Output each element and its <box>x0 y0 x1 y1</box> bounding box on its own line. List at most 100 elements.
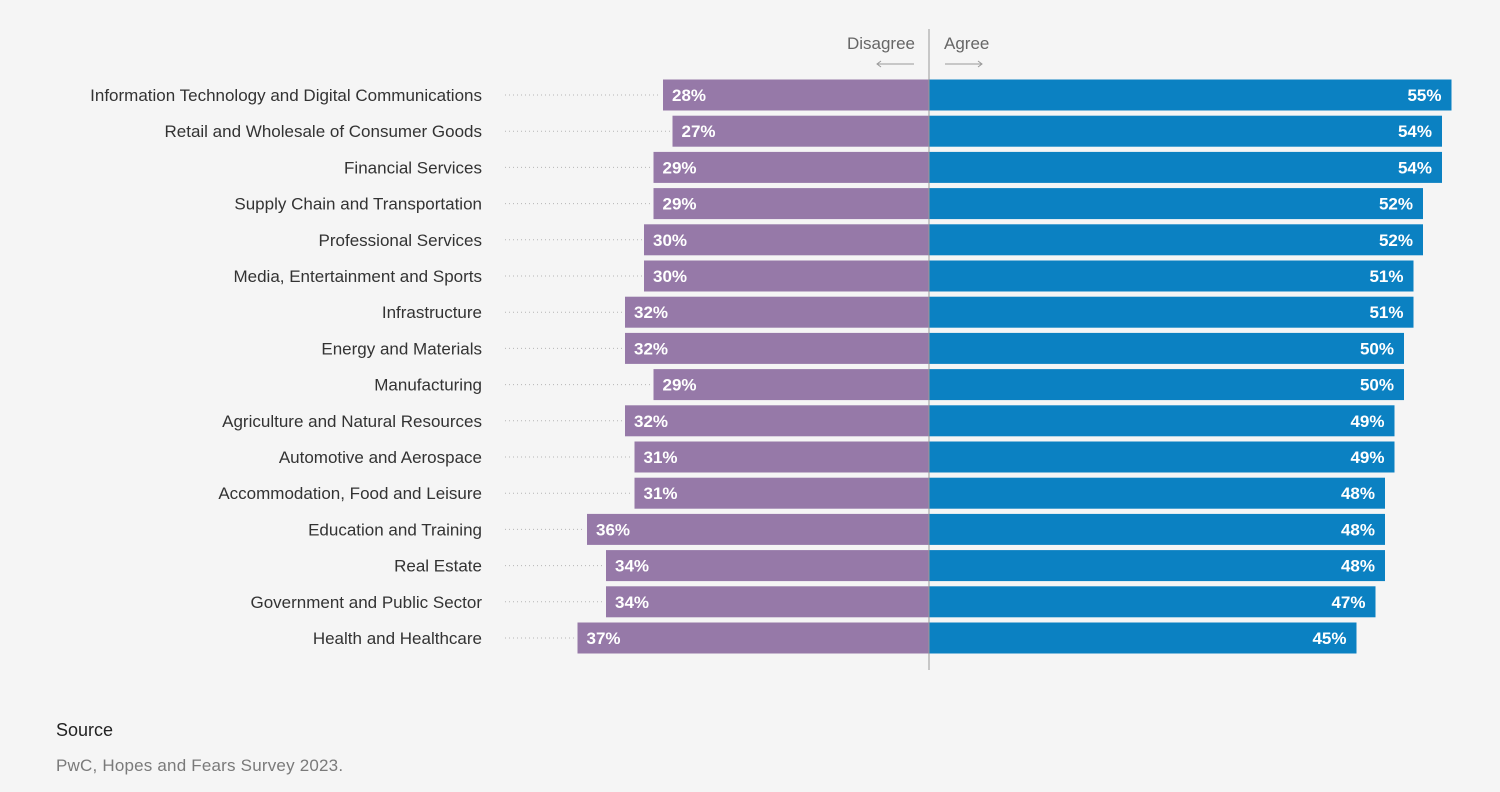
disagree-direction-label: Disagree <box>847 34 915 53</box>
disagree-bar <box>634 441 929 473</box>
agree-value-label: 50% <box>1360 339 1394 358</box>
chart-row: Financial Services 29% 54% <box>344 151 1442 183</box>
disagree-bar <box>653 369 929 401</box>
category-label: Agriculture and Natural Resources <box>222 412 482 431</box>
disagree-arrow-head <box>876 60 882 68</box>
agree-value-label: 55% <box>1407 86 1441 105</box>
chart-row: Supply Chain and Transportation 29% 52% <box>234 188 1423 220</box>
disagree-value-label: 29% <box>663 376 697 395</box>
agree-bar <box>929 188 1423 220</box>
agree-bar <box>929 622 1357 654</box>
chart-row: Infrastructure 32% 51% <box>382 296 1414 328</box>
disagree-value-label: 31% <box>644 448 678 467</box>
disagree-bar <box>672 115 929 147</box>
agree-bar <box>929 332 1404 364</box>
chart-row: Education and Training 36% 48% <box>308 513 1385 545</box>
agree-value-label: 49% <box>1350 448 1384 467</box>
category-label: Infrastructure <box>382 303 482 322</box>
agree-value-label: 48% <box>1341 557 1375 576</box>
category-label: Energy and Materials <box>321 339 482 358</box>
agree-bar <box>929 586 1376 618</box>
agree-value-label: 48% <box>1341 484 1375 503</box>
disagree-value-label: 31% <box>644 484 678 503</box>
agree-bar <box>929 151 1442 183</box>
disagree-value-label: 30% <box>653 267 687 286</box>
agree-value-label: 54% <box>1398 158 1432 177</box>
category-label: Media, Entertainment and Sports <box>233 267 482 286</box>
category-label: Education and Training <box>308 520 482 539</box>
agree-value-label: 49% <box>1350 412 1384 431</box>
chart-row: Accommodation, Food and Leisure 31% 48% <box>218 477 1385 509</box>
category-label: Government and Public Sector <box>250 593 482 612</box>
disagree-bar <box>587 513 929 545</box>
agree-value-label: 45% <box>1312 629 1346 648</box>
agree-value-label: 52% <box>1379 195 1413 214</box>
chart-row: Retail and Wholesale of Consumer Goods 27… <box>165 115 1442 147</box>
disagree-value-label: 34% <box>615 593 649 612</box>
agree-bar <box>929 405 1395 437</box>
disagree-bar <box>625 405 929 437</box>
disagree-bar <box>644 224 929 256</box>
agree-bar <box>929 477 1385 509</box>
source-text: PwC, Hopes and Fears Survey 2023. <box>56 756 344 775</box>
disagree-value-label: 36% <box>596 520 630 539</box>
disagree-value-label: 27% <box>682 122 716 141</box>
agree-bar <box>929 79 1452 111</box>
category-label: Health and Healthcare <box>313 629 482 648</box>
agree-bar <box>929 369 1404 401</box>
chart-row: Professional Services 30% 52% <box>319 224 1423 256</box>
chart-row: Government and Public Sector 34% 47% <box>250 586 1376 618</box>
chart-rows: Information Technology and Digital Commu… <box>90 79 1452 654</box>
category-label: Manufacturing <box>374 376 482 395</box>
disagree-bar <box>644 260 929 292</box>
disagree-value-label: 32% <box>634 303 668 322</box>
chart-row: Energy and Materials 32% 50% <box>321 332 1404 364</box>
disagree-bar <box>577 622 929 654</box>
category-label: Accommodation, Food and Leisure <box>218 484 482 503</box>
agree-bar <box>929 260 1414 292</box>
agree-bar <box>929 513 1385 545</box>
disagree-bar <box>653 151 929 183</box>
agree-value-label: 47% <box>1331 593 1365 612</box>
category-label: Information Technology and Digital Commu… <box>90 86 482 105</box>
chart-row: Manufacturing 29% 50% <box>374 369 1404 401</box>
disagree-value-label: 29% <box>663 195 697 214</box>
agree-value-label: 51% <box>1369 303 1403 322</box>
agree-bar <box>929 441 1395 473</box>
disagree-value-label: 32% <box>634 339 668 358</box>
agree-bar <box>929 224 1423 256</box>
disagree-bar <box>625 332 929 364</box>
agree-value-label: 54% <box>1398 122 1432 141</box>
disagree-value-label: 32% <box>634 412 668 431</box>
chart-row: Information Technology and Digital Commu… <box>90 79 1452 111</box>
chart-row: Health and Healthcare 37% 45% <box>313 622 1357 654</box>
chart-row: Media, Entertainment and Sports 30% 51% <box>233 260 1414 292</box>
diverging-bar-chart: Disagree Agree Information Technology and… <box>90 29 1452 670</box>
agree-value-label: 50% <box>1360 376 1394 395</box>
source-title: Source <box>56 720 114 740</box>
disagree-bar <box>606 550 929 582</box>
category-label: Retail and Wholesale of Consumer Goods <box>165 122 483 141</box>
category-label: Automotive and Aerospace <box>279 448 482 467</box>
disagree-bar <box>606 586 929 618</box>
agree-value-label: 48% <box>1341 520 1375 539</box>
disagree-value-label: 28% <box>672 86 706 105</box>
category-label: Real Estate <box>394 557 482 576</box>
direction-labels: Disagree Agree <box>847 34 989 68</box>
agree-bar <box>929 115 1442 147</box>
disagree-bar <box>663 79 929 111</box>
agree-bar <box>929 550 1385 582</box>
chart-row: Automotive and Aerospace 31% 49% <box>279 441 1395 473</box>
disagree-value-label: 37% <box>587 629 621 648</box>
disagree-value-label: 29% <box>663 158 697 177</box>
chart-row: Agriculture and Natural Resources 32% 49% <box>222 405 1395 437</box>
disagree-bar <box>653 188 929 220</box>
agree-value-label: 52% <box>1379 231 1413 250</box>
disagree-bar <box>625 296 929 328</box>
agree-direction-label: Agree <box>944 34 989 53</box>
category-label: Financial Services <box>344 158 482 177</box>
disagree-value-label: 34% <box>615 557 649 576</box>
agree-value-label: 51% <box>1369 267 1403 286</box>
agree-bar <box>929 296 1414 328</box>
disagree-bar <box>634 477 929 509</box>
